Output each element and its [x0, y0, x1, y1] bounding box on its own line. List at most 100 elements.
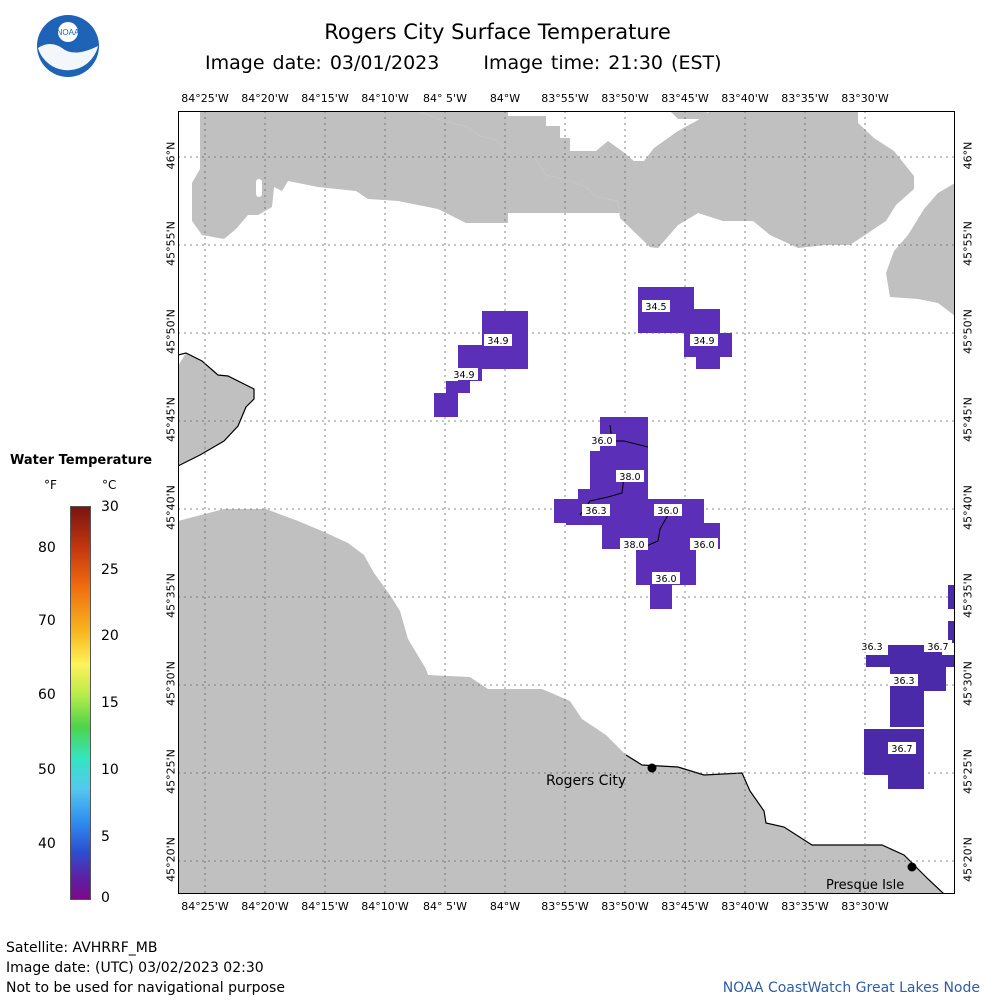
longitude-label: 84°W [489, 900, 521, 913]
legend-f-tick: 80 [38, 540, 56, 556]
temperature-label-box [582, 504, 610, 516]
latitude-label: 45°55'N [961, 221, 975, 266]
legend-f-tick: 60 [38, 687, 56, 703]
longitude-label: 84°15'W [301, 900, 349, 913]
latitude-label: 45°45'N [961, 397, 975, 442]
longitude-label: 83°45'W [661, 92, 709, 105]
legend-title: Water Temperature [10, 453, 153, 468]
noaa-logo-text: NOAA [57, 28, 80, 37]
temperature-value: 34.5 [645, 302, 666, 313]
longitude-label: 83°50'W [601, 900, 649, 913]
temperature-label-box [924, 640, 952, 652]
temperature-label-box [616, 470, 644, 482]
temperature-label-box [450, 368, 478, 380]
temperature-value: 36.3 [861, 642, 882, 653]
land-west [178, 353, 254, 466]
latitude-label: 45°35'N [961, 573, 975, 618]
map-title: Rogers City Surface Temperature [324, 20, 671, 44]
latitude-label: 45°35'N [164, 573, 178, 618]
legend-c-tick: 30 [101, 499, 119, 515]
temperature-value: 36.0 [591, 436, 612, 447]
small-inland-lake [256, 179, 262, 197]
rogers-city-label: Rogers City [546, 773, 626, 789]
temperature-value: 36.7 [891, 744, 912, 755]
longitude-label: 84°25'W [181, 92, 229, 105]
island-north [670, 111, 708, 119]
legend-c-tick: 0 [101, 890, 110, 906]
latitude-label: 46°N [164, 141, 178, 170]
map: 34.9 34.9 34.5 34.9 36.0 38.0 36.3 36.0 38.0 36.0… [178, 111, 955, 894]
temperature-value: 34.9 [487, 336, 508, 347]
land-north [200, 111, 914, 248]
temperature-label-box [484, 334, 512, 346]
longitude-label: 83°40'W [721, 92, 769, 105]
longitude-label: 84°10'W [361, 92, 409, 105]
temperature-label-box [858, 640, 886, 652]
temperature-label-box [888, 742, 916, 754]
temperature-label: 36.7 [924, 640, 952, 653]
longitude-label: 84°25'W [181, 900, 229, 913]
temperature-value: 34.9 [453, 370, 474, 381]
legend-f-tick: 50 [38, 762, 56, 778]
longitude-label: 83°35'W [781, 900, 829, 913]
temperature-label-box [890, 674, 918, 686]
legend-c-tick: 25 [101, 562, 119, 578]
temperature-labels: 34.9 34.9 34.5 34.9 36.0 38.0 36.3 36.0 38.0 36.0… [450, 300, 952, 755]
latitude-label: 45°50'N [164, 309, 178, 354]
temperature-label: 36.0 [690, 538, 718, 551]
latitude-label: 45°40'N [164, 485, 178, 530]
temperature-label-box [588, 434, 616, 446]
longitude-label: 83°50'W [601, 92, 649, 105]
south-shoreline [625, 754, 945, 894]
presque-isle-marker [907, 862, 917, 872]
longitude-label: 84°10'W [361, 900, 409, 913]
satellite-info: Satellite: AVHRRF_MB [6, 940, 158, 956]
temperature-label-box [690, 334, 718, 346]
legend-c-tick: 10 [101, 762, 119, 778]
longitude-label: 84°15'W [301, 92, 349, 105]
utc-image-date: Image date: (UTC) 03/02/2023 02:30 [6, 960, 264, 976]
temperature-value: 36.3 [585, 506, 606, 517]
isotherm-36-line [609, 424, 649, 448]
longitude-label: 84° 5'W [423, 92, 467, 105]
temperature-label-box [652, 572, 680, 584]
temperature-label: 34.9 [484, 334, 512, 347]
image-date-time: Image date: 03/01/2023 Image time: 21:30 … [205, 52, 722, 74]
temperature-value: 36.0 [655, 574, 676, 585]
temperature-label: 36.3 [858, 640, 886, 653]
temperature-value: 36.0 [657, 506, 678, 517]
longitude-label: 83°45'W [661, 900, 709, 913]
temperature-label-box [620, 538, 648, 550]
noaa-logo: NOAA [37, 15, 99, 77]
longitude-label: 84° 5'W [423, 900, 467, 913]
temperature-value: 38.0 [619, 472, 640, 483]
longitude-label: 83°40'W [721, 900, 769, 913]
temperature-label: 34.9 [450, 368, 478, 381]
temperature-label: 36.0 [654, 504, 682, 517]
latitude-label: 45°25'N [961, 749, 975, 794]
temperature-label: 34.9 [690, 334, 718, 347]
latitude-label: 45°40'N [961, 485, 975, 530]
temperature-label-box [690, 538, 718, 550]
legend-unit-c: °C [102, 478, 117, 492]
temperature-color-bar [70, 506, 91, 900]
longitude-label: 84°20'W [241, 92, 289, 105]
longitude-label: 83°55'W [541, 92, 589, 105]
temperature-value: 34.9 [693, 336, 714, 347]
longitude-label: 84°W [489, 92, 521, 105]
temperature-label: 38.0 [620, 538, 648, 551]
temperature-label: 36.7 [888, 742, 916, 755]
temperature-label: 34.5 [642, 300, 670, 313]
temperature-label: 36.0 [588, 434, 616, 447]
longitude-label: 83°35'W [781, 92, 829, 105]
temperature-value: 36.0 [693, 540, 714, 551]
temperature-label-box [642, 300, 670, 312]
latitude-label: 45°45'N [164, 397, 178, 442]
map-frame [178, 111, 955, 894]
latitude-label: 45°50'N [961, 309, 975, 354]
longitude-label: 83°30'W [841, 92, 889, 105]
image-time: Image time: 21:30 (EST) [483, 52, 722, 74]
latitude-label: 45°30'N [961, 661, 975, 706]
temperature-label: 36.3 [890, 674, 918, 687]
latitude-label: 45°20'N [164, 837, 178, 882]
